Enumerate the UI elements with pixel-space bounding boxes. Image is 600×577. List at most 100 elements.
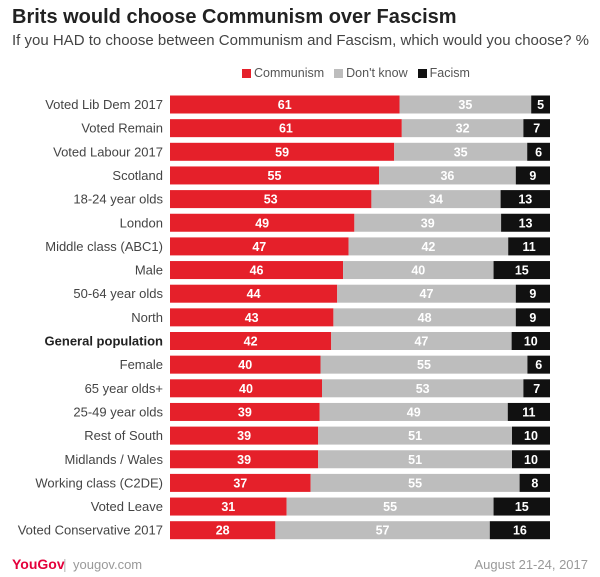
category-label-65-year-olds: 65 year olds+ [85, 381, 163, 396]
value-label-don-t-know-male: 40 [411, 264, 425, 278]
value-label-communism-working-class-c2de: 37 [233, 476, 247, 490]
bar-facism-middle-class-abc1 [508, 237, 550, 256]
value-label-facism-female: 6 [535, 358, 542, 372]
bar-facism-working-class-c2de [519, 473, 550, 492]
legend-item-communism: Communism [242, 66, 324, 80]
value-label-facism-25-49-year-olds: 11 [522, 405, 535, 419]
bar-communism-middle-class-abc1 [170, 237, 349, 256]
value-label-facism-voted-leave: 15 [515, 500, 529, 514]
value-label-facism-rest-of-south: 10 [524, 429, 538, 443]
value-label-don-t-know-working-class-c2de: 55 [408, 476, 422, 490]
value-label-don-t-know-voted-labour-2017: 35 [454, 145, 468, 159]
value-label-don-t-know-voted-conservative-2017: 57 [376, 524, 390, 538]
value-label-communism-female: 40 [238, 358, 252, 372]
value-label-don-t-know-rest-of-south: 51 [408, 429, 422, 443]
legend-swatch-facism [417, 68, 427, 78]
bar-communism-working-class-c2de [170, 473, 311, 492]
bar-communism-voted-labour-2017 [170, 142, 395, 161]
value-label-don-t-know-scotland: 36 [440, 169, 454, 183]
bar-facism-north [515, 308, 550, 327]
value-label-facism-voted-conservative-2017: 16 [513, 524, 527, 538]
bar-communism-rest-of-south [170, 426, 319, 445]
value-label-communism-north: 43 [245, 311, 259, 325]
bar-communism-general-population [170, 332, 332, 350]
footer-date: August 21-24, 2017 [474, 557, 588, 572]
category-label-18-24-year-olds: 18-24 year olds [73, 192, 163, 207]
bar-communism-north [170, 308, 334, 327]
legend: Communism Don't know Facism [242, 66, 470, 80]
bar-don-t-know-male [343, 261, 494, 280]
value-label-don-t-know-voted-leave: 55 [383, 500, 397, 514]
bar-don-t-know-middle-class-abc1 [348, 237, 509, 256]
value-label-don-t-know-general-population: 47 [414, 335, 428, 349]
chart-subtitle: If you HAD to choose between Communism a… [12, 32, 589, 49]
value-label-communism-london: 49 [255, 216, 269, 230]
value-label-communism-general-population: 42 [244, 335, 258, 349]
bar-facism-voted-conservative-2017 [489, 521, 550, 540]
value-label-facism-general-population: 10 [524, 335, 538, 349]
bar-communism-voted-conservative-2017 [170, 521, 276, 540]
bar-don-t-know-voted-conservative-2017 [275, 521, 490, 540]
legend-swatch-dont-know [334, 68, 344, 78]
value-label-don-t-know-voted-lib-dem-2017: 35 [458, 98, 472, 112]
category-label-midlands-wales: Midlands / Wales [65, 452, 164, 467]
bar-facism-voted-leave [493, 497, 550, 516]
legend-item-dont-know: Don't know [334, 66, 408, 80]
value-label-communism-rest-of-south: 39 [237, 429, 251, 443]
category-label-london: London [120, 215, 163, 230]
bar-communism-scotland [170, 166, 379, 185]
bar-don-t-know-voted-lib-dem-2017 [399, 95, 532, 114]
bar-communism-voted-lib-dem-2017 [170, 95, 400, 114]
value-label-communism-65-year-olds: 40 [239, 382, 253, 396]
bar-facism-18-24-year-olds [500, 190, 550, 209]
value-label-communism-voted-lib-dem-2017: 61 [278, 98, 292, 112]
value-label-don-t-know-female: 55 [417, 358, 431, 372]
value-label-don-t-know-london: 39 [421, 216, 435, 230]
bar-don-t-know-18-24-year-olds [371, 190, 501, 209]
bar-don-t-know-working-class-c2de [310, 473, 520, 492]
bar-communism-65-year-olds [170, 379, 322, 398]
value-label-communism-50-64-year-olds: 44 [247, 287, 261, 301]
category-label-50-64-year-olds: 50-64 year olds [73, 286, 163, 301]
value-label-facism-working-class-c2de: 8 [531, 476, 538, 490]
category-label-voted-leave: Voted Leave [91, 499, 163, 514]
category-label-voted-labour-2017: Voted Labour 2017 [53, 144, 163, 159]
bar-communism-voted-leave [170, 497, 287, 516]
value-label-communism-25-49-year-olds: 39 [238, 405, 252, 419]
value-label-don-t-know-voted-remain: 32 [456, 122, 470, 136]
value-label-don-t-know-50-64-year-olds: 47 [420, 287, 434, 301]
bar-don-t-know-65-year-olds [322, 379, 524, 398]
category-label-north: North [131, 310, 163, 325]
value-label-communism-midlands-wales: 39 [237, 453, 251, 467]
footer-url: yougov.com [73, 557, 143, 572]
chart-title: Brits would choose Communism over Fascis… [12, 6, 457, 28]
legend-label-communism: Communism [254, 66, 325, 80]
value-label-communism-middle-class-abc1: 47 [252, 240, 266, 254]
bar-don-t-know-london [354, 213, 502, 232]
bar-facism-50-64-year-olds [515, 284, 550, 303]
yougov-logo: YouGov [12, 556, 65, 572]
bar-facism-general-population [511, 332, 550, 350]
value-label-facism-scotland: 9 [529, 169, 536, 183]
category-label-female: Female [120, 357, 163, 372]
value-label-facism-voted-remain: 7 [533, 122, 540, 136]
value-label-don-t-know-middle-class-abc1: 42 [421, 240, 435, 254]
value-label-don-t-know-25-49-year-olds: 49 [407, 405, 421, 419]
value-label-communism-voted-remain: 61 [279, 122, 293, 136]
value-label-facism-18-24-year-olds: 13 [518, 193, 532, 207]
value-label-communism-male: 46 [250, 264, 264, 278]
value-label-communism-scotland: 55 [268, 169, 282, 183]
bar-don-t-know-50-64-year-olds [337, 284, 516, 303]
value-label-facism-middle-class-abc1: 11 [522, 240, 535, 254]
bar-communism-18-24-year-olds [170, 190, 372, 209]
bar-communism-male [170, 261, 344, 280]
value-label-don-t-know-65-year-olds: 53 [416, 382, 430, 396]
category-label-voted-remain: Voted Remain [81, 121, 163, 136]
value-label-facism-north: 9 [529, 311, 536, 325]
value-label-facism-midlands-wales: 10 [524, 453, 538, 467]
value-label-facism-voted-labour-2017: 6 [535, 145, 542, 159]
category-label-middle-class-abc1: Middle class (ABC1) [45, 239, 163, 254]
bar-communism-london [170, 213, 355, 232]
value-label-communism-voted-labour-2017: 59 [275, 145, 289, 159]
